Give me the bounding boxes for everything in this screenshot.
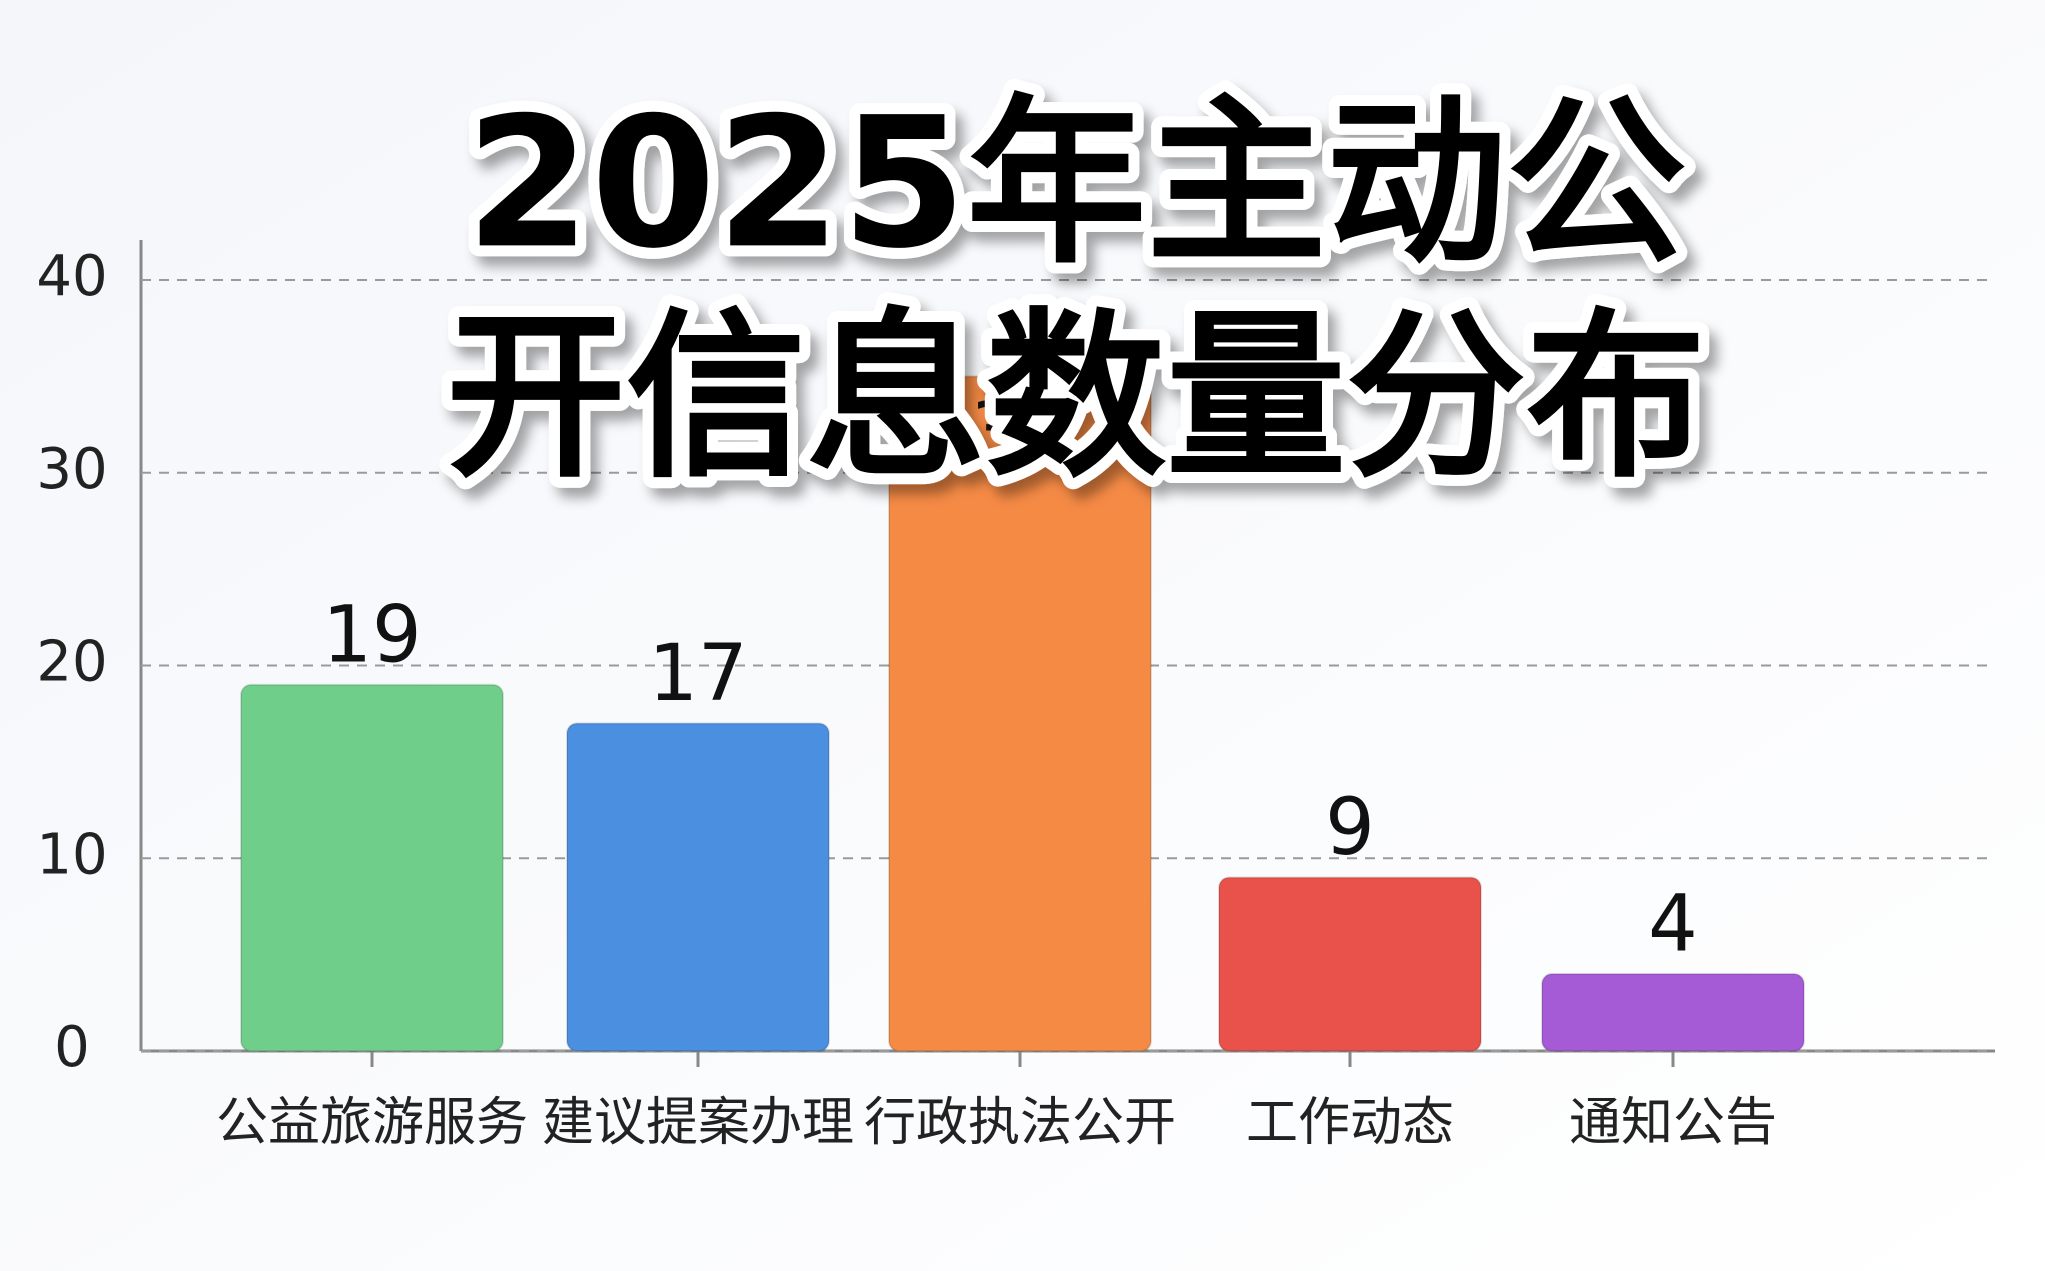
chart-title: 2025年主动公 (466, 79, 1687, 288)
x-tick-label: 行政执法公开 (864, 1093, 1176, 1153)
value-label: 19 (322, 590, 421, 680)
y-tick-label: 20 (36, 630, 107, 695)
value-label: 4 (1648, 879, 1698, 969)
value-label: 17 (648, 629, 747, 719)
y-tick-label: 30 (36, 437, 107, 502)
y-tick-label: 40 (36, 244, 107, 309)
chart-title: 开信息数量分布 (446, 293, 1706, 502)
x-tick-label: 公益旅游服务 (216, 1093, 528, 1153)
bar (240, 683, 504, 1053)
y-tick-label: 10 (36, 822, 107, 887)
y-tick-label: 0 (54, 1015, 90, 1080)
value-label: 9 (1325, 783, 1375, 873)
bar (1541, 972, 1805, 1053)
value-label: 35 (970, 387, 1069, 477)
x-tick-label: 建议提案办理 (542, 1093, 854, 1153)
bar (1218, 876, 1482, 1053)
x-tick-label: 工作动态 (1246, 1093, 1454, 1153)
x-tick-label: 通知公告 (1569, 1093, 1777, 1153)
bar (566, 722, 830, 1052)
plot: 0 10 20 30 40 公益旅游服务 19 建议提案办理 17 行政执法公开 35 工作动态 9 通知… (36, 244, 1995, 1153)
bar (888, 375, 1152, 1052)
